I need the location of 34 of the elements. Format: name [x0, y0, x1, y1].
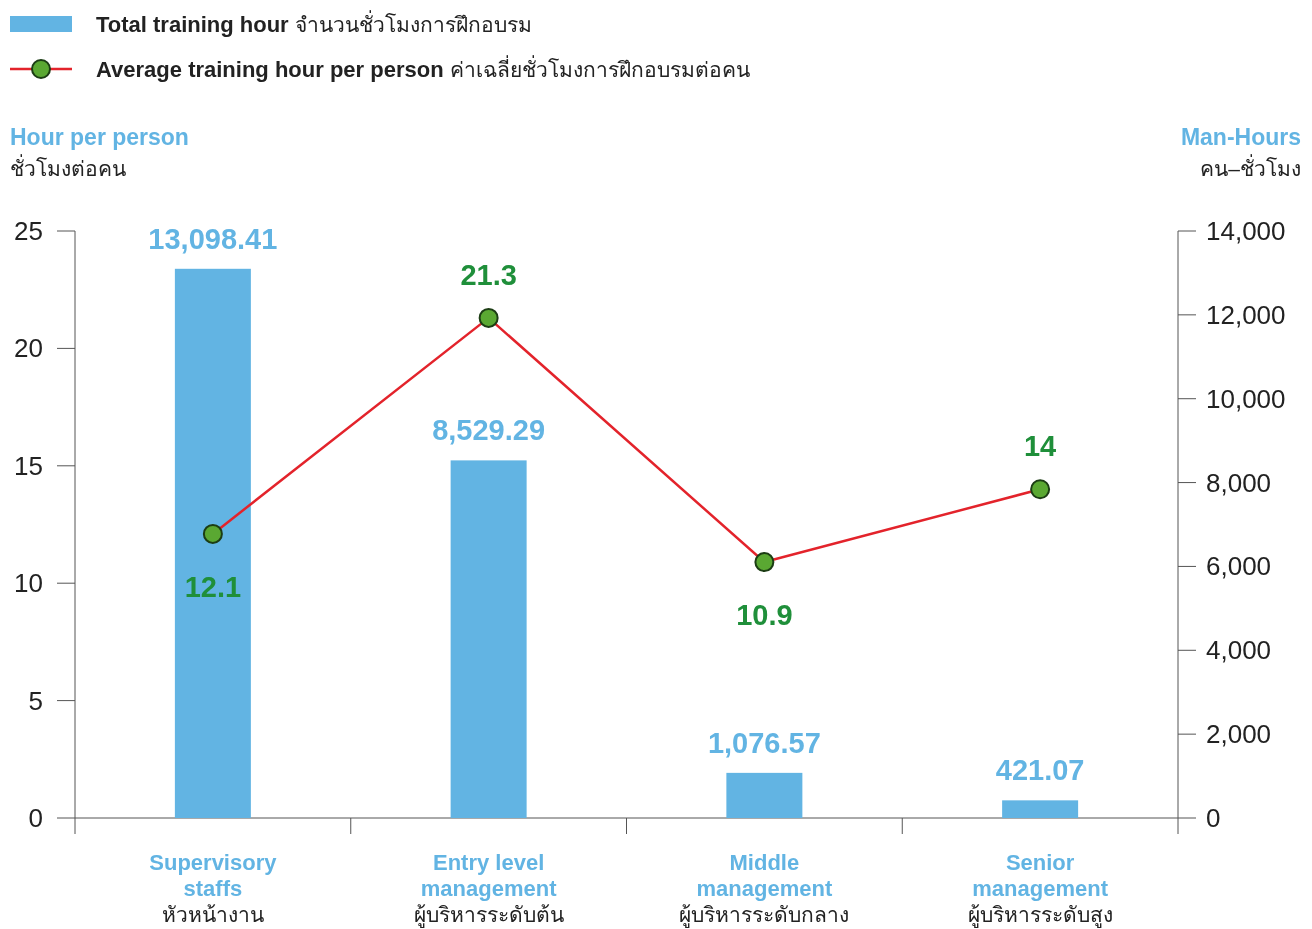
- y-tick-label: 0: [28, 803, 43, 833]
- data-label: 13,098.41: [148, 222, 278, 255]
- y2-tick-label: 8,000: [1206, 467, 1272, 498]
- legend-label: Total training hour จำนวนชั่วโมงการฝึกอบรม: [96, 10, 532, 37]
- legend-label: Average training hour per person ค่าเฉลี่ยชั่วโมงการฝึกอบรมต่อคน: [96, 55, 750, 82]
- data-label: 21.3: [460, 258, 517, 291]
- x-tick-label: Senior management ผู้บริหารระดับสูง: [967, 850, 1113, 928]
- y-tick-label: 20: [14, 333, 43, 364]
- bar: [1002, 800, 1079, 818]
- data-label: 8,529.29: [432, 414, 546, 447]
- x-tick-label: Middle management ผู้บริหารระดับกลาง: [679, 850, 850, 928]
- bar: [726, 772, 803, 818]
- bar: [174, 268, 251, 818]
- data-label: 421.07: [995, 754, 1085, 787]
- y-axis-title: Hour per person ชั่วโมงต่อคน: [10, 124, 189, 180]
- y2-tick-label: 6,000: [1206, 551, 1272, 582]
- y2-tick-label: 10,000: [1206, 383, 1286, 414]
- y-tick-label: 25: [14, 216, 43, 246]
- bar: [450, 460, 527, 818]
- y2-tick-label: 4,000: [1206, 635, 1272, 666]
- data-label: 1,076.57: [707, 726, 821, 759]
- y2-tick-label: 0: [1206, 803, 1221, 833]
- y2-tick-label: 12,000: [1206, 299, 1286, 330]
- x-tick-label: Supervisory staffs หัวหน้างาน: [149, 850, 278, 926]
- data-label: 12.1: [184, 570, 242, 603]
- y2-tick-label: 14,000: [1206, 216, 1286, 246]
- y-tick-label: 10: [14, 568, 43, 599]
- y-tick-label: 5: [28, 685, 43, 716]
- y2-axis-title: Man-Hours คน–ชั่วโมง: [1180, 124, 1301, 180]
- data-label: 10.9: [736, 599, 793, 632]
- x-tick-label: Entry level management ผู้บริหารระดับต้น: [413, 850, 564, 928]
- y2-tick-label: 2,000: [1206, 719, 1272, 750]
- data-label: 14: [1023, 430, 1057, 463]
- y-tick-label: 15: [14, 450, 43, 481]
